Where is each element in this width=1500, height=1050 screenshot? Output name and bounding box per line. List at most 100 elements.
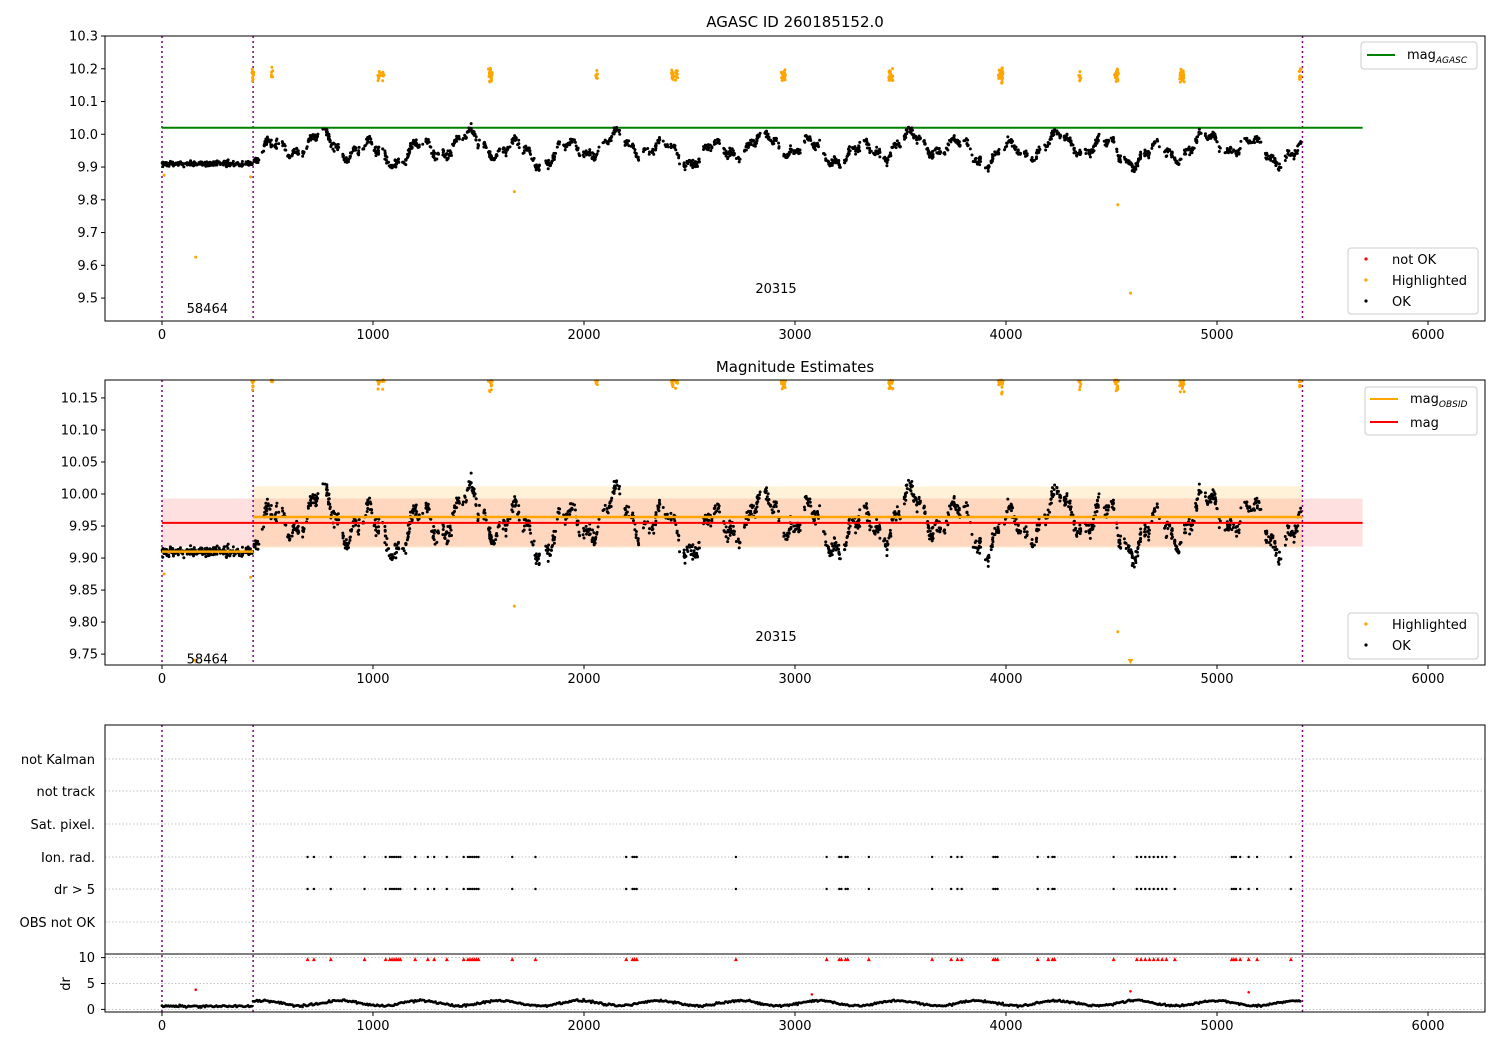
point-ok xyxy=(767,501,771,505)
point-ok xyxy=(1231,525,1235,529)
point-ok xyxy=(209,553,213,557)
point-ok xyxy=(215,159,219,163)
point-ok xyxy=(895,505,899,509)
point-ok xyxy=(854,525,858,529)
point-ok xyxy=(882,539,886,543)
flag-point-dr-gt-5 xyxy=(470,887,474,891)
point-highlighted xyxy=(1181,382,1185,386)
flag-point-ion-rad xyxy=(1156,855,1160,859)
point-ok xyxy=(329,143,333,147)
point-ok xyxy=(1170,536,1174,540)
x-tick-label: 1000 xyxy=(356,328,389,343)
point-ok xyxy=(946,148,950,152)
point-ok xyxy=(603,503,607,507)
point-ok xyxy=(1127,159,1131,163)
y-tick-label: 9.9 xyxy=(77,161,98,176)
point-ok xyxy=(264,501,268,505)
point-ok xyxy=(316,492,320,496)
point-ok xyxy=(1292,157,1296,161)
point-ok xyxy=(385,537,389,541)
point-ok xyxy=(1104,508,1108,512)
point-ok xyxy=(931,532,935,536)
point-ok xyxy=(1245,504,1249,508)
point-ok xyxy=(1067,505,1071,509)
point-highlighted xyxy=(1079,382,1083,386)
point-ok xyxy=(1191,523,1195,527)
point-ok xyxy=(415,510,419,514)
point-ok xyxy=(517,142,521,146)
legend-label-ok: OK xyxy=(1392,639,1411,654)
point-ok xyxy=(537,168,541,172)
point-ok xyxy=(948,504,952,508)
point-ok xyxy=(1035,523,1039,527)
point-ok xyxy=(1115,147,1119,151)
point-ok xyxy=(1119,546,1123,550)
point-ok xyxy=(1046,508,1050,512)
point-ok xyxy=(868,528,872,532)
point-ok xyxy=(954,508,958,512)
point-ok xyxy=(805,497,809,501)
point-ok xyxy=(421,142,425,146)
flag-point-dr-gt-5 xyxy=(468,887,472,891)
point-ok xyxy=(253,156,257,160)
flag-point-ion-rad xyxy=(363,855,366,859)
point-ok xyxy=(1050,490,1054,494)
point-ok xyxy=(1245,138,1249,142)
point-ok xyxy=(1063,138,1067,142)
point-ok xyxy=(809,138,813,142)
point-ok xyxy=(461,136,465,140)
point-ok xyxy=(1071,143,1075,147)
point-ok xyxy=(508,145,512,149)
x-tick-label: 4000 xyxy=(989,672,1022,687)
point-ok xyxy=(591,155,595,159)
point-ok xyxy=(176,161,180,165)
legend-marker-highlighted xyxy=(1364,278,1368,282)
point-ok xyxy=(383,541,387,545)
point-ok xyxy=(164,163,168,167)
point-ok xyxy=(1173,541,1177,545)
point-ok xyxy=(682,548,686,552)
point-ok xyxy=(731,153,735,157)
point-ok xyxy=(1235,529,1239,533)
flag-point-dr-gt-5 xyxy=(633,887,636,891)
point-ok xyxy=(461,503,465,507)
point-ok xyxy=(774,501,778,505)
point-ok xyxy=(388,165,392,169)
point-highlighted xyxy=(1178,80,1182,84)
point-ok xyxy=(1130,554,1134,558)
point-ok xyxy=(1194,138,1198,142)
flag-point-ion-rad xyxy=(624,855,628,859)
point-ok xyxy=(752,144,756,148)
flag-point-ion-rad xyxy=(466,855,470,859)
point-ok xyxy=(1247,509,1251,513)
point-ok xyxy=(1117,538,1121,542)
point-ok xyxy=(552,529,556,533)
point-ok xyxy=(986,167,990,171)
point-ok xyxy=(178,546,182,550)
point-ok xyxy=(630,513,634,517)
point-ok xyxy=(1095,141,1099,145)
point-highlighted xyxy=(512,190,516,194)
point-ok xyxy=(955,503,959,507)
point-ok xyxy=(455,501,459,505)
point-ok xyxy=(597,145,601,149)
point-ok xyxy=(574,144,578,148)
point-ok xyxy=(366,507,370,511)
point-ok xyxy=(1078,532,1082,536)
y-tick-label: 10.05 xyxy=(61,455,98,470)
point-ok xyxy=(766,136,770,140)
point-ok xyxy=(1112,140,1116,144)
point-ok xyxy=(1196,135,1200,139)
point-ok xyxy=(383,151,387,155)
point-ok xyxy=(926,149,930,153)
point-ok xyxy=(301,154,305,158)
flag-point-dr-gt-5 xyxy=(838,887,841,891)
flag-point-ion-rad xyxy=(949,855,953,859)
point-ok xyxy=(325,485,329,489)
point-ok xyxy=(1203,491,1207,495)
point-ok xyxy=(1239,506,1243,510)
point-ok xyxy=(1074,150,1078,154)
point-ok xyxy=(897,511,901,515)
point-ok xyxy=(231,545,235,549)
dr-clipped-marker xyxy=(1164,957,1169,962)
